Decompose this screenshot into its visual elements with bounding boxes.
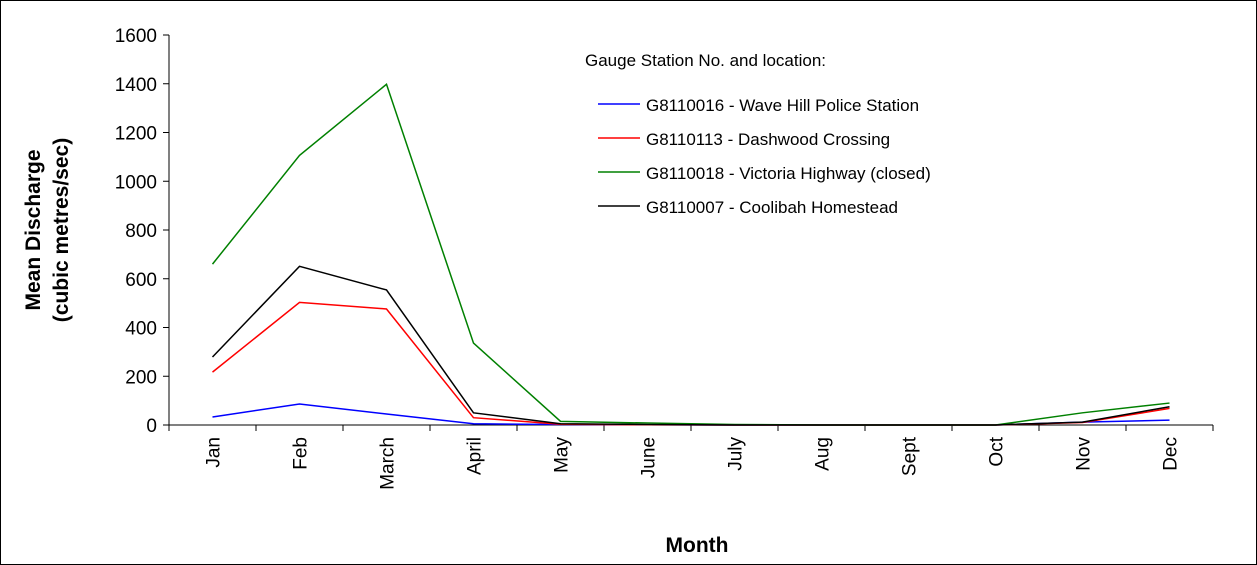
y-tick-label: 0 [146,416,157,437]
x-tick-label: Sept [900,436,921,476]
x-tick-label: Jan [204,437,225,468]
x-axis-label: Month [666,534,729,557]
x-tick-label: June [639,437,660,478]
series-line [211,265,1170,426]
y-tick-label: 200 [125,367,157,388]
legend-title: Gauge Station No. and location: [585,51,826,70]
legend-label: G8110018 - Victoria Highway (closed) [646,164,931,183]
legend-label: G8110016 - Wave Hill Police Station [646,96,919,115]
x-tick-label: May [552,437,573,473]
y-tick-label: 1400 [115,75,157,96]
x-tick-label: July [726,437,747,471]
y-tick-label: 1600 [115,26,157,47]
y-tick-label: 800 [125,221,157,242]
legend-label: G8110113 - Dashwood Crossing [646,130,890,149]
x-tick-label: March [378,437,399,490]
x-tick-label: Aug [813,437,834,471]
x-tick-label: Oct [987,436,1008,466]
x-tick-label: Dec [1161,437,1182,471]
y-tick-label: 600 [125,270,157,291]
y-tick-label: 400 [125,319,157,340]
legend-label: G8110007 - Coolibah Homestead [646,198,898,217]
y-tick-label: 1000 [115,172,157,193]
x-tick-label: Nov [1074,437,1095,471]
x-tick-label: April [465,437,486,475]
series-line [211,82,1170,426]
y-axis-label: Mean Discharge [22,149,45,310]
x-tick-label: Feb [291,437,312,470]
y-tick-label: 1200 [115,124,157,145]
y-axis-label: (cubic metres/sec) [50,138,73,322]
